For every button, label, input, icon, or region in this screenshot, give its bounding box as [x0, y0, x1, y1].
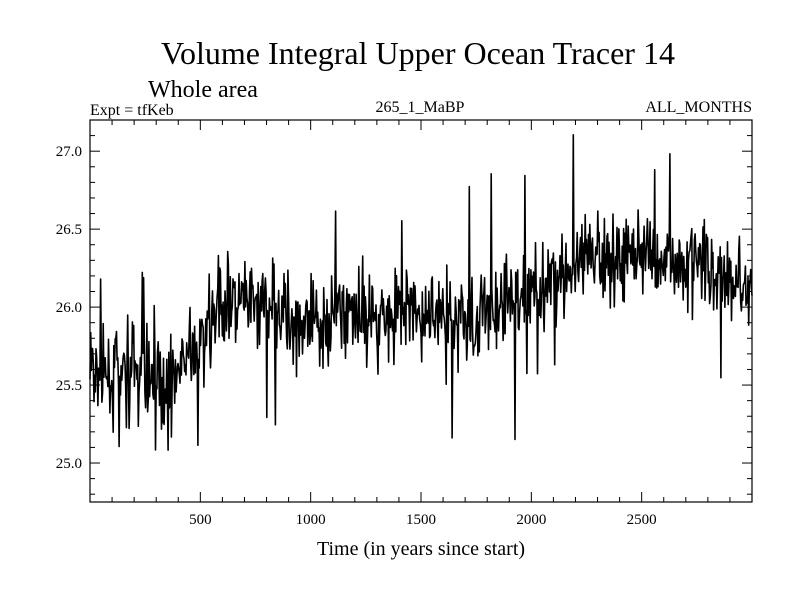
x-axis-label: Time (in years since start) — [317, 538, 525, 560]
y-tick-label: 26.5 — [56, 222, 82, 238]
expt-label: Expt = tfKeb — [90, 102, 174, 119]
y-tick-label: 26.0 — [56, 300, 82, 316]
tick-labels: 500 1000 1500 2000 2500 25.0 25.5 26.0 26.5 27.0 — [56, 144, 657, 528]
months-label: ALL_MONTHS — [645, 99, 752, 116]
plot-frame — [89, 119, 753, 503]
series-line — [89, 134, 753, 451]
x-tick-label: 500 — [189, 512, 212, 528]
y-tick-label: 27.0 — [56, 144, 82, 160]
x-tick-label: 2000 — [516, 512, 546, 528]
y-tick-label: 25.0 — [56, 456, 82, 472]
x-tick-label: 1500 — [406, 512, 436, 528]
axis-ticks — [90, 120, 752, 502]
x-tick-label: 2500 — [627, 512, 657, 528]
y-tick-label: 25.5 — [56, 378, 82, 394]
chart-subtitle: Whole area — [148, 77, 258, 103]
run-id-label: 265_1_MaBP — [376, 99, 465, 116]
x-tick-label: 1000 — [296, 512, 326, 528]
chart-title: Volume Integral Upper Ocean Tracer 14 — [161, 35, 675, 71]
